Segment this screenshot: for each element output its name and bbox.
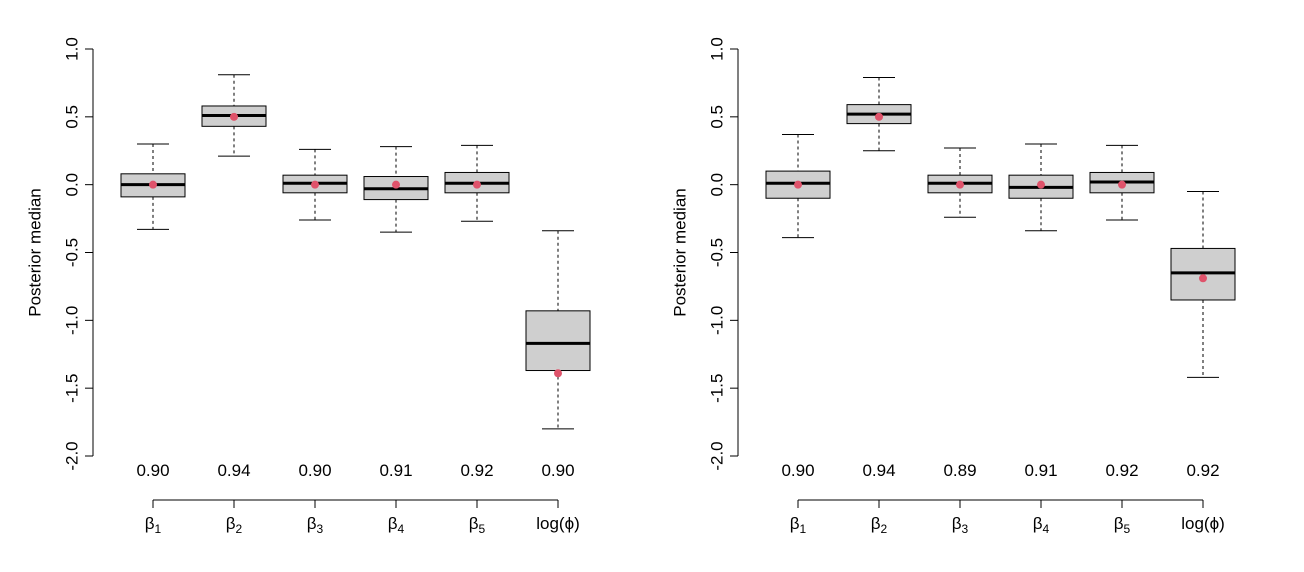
true-value-point [1118, 180, 1126, 189]
x-tick-label: log(ϕ) [536, 514, 580, 533]
x-tick-label: β4 [1033, 514, 1050, 536]
coverage-label: 0.90 [781, 461, 814, 480]
true-value-point [956, 180, 964, 189]
y-tick-label: -1.0 [62, 306, 81, 335]
y-tick-label: -2.0 [707, 441, 726, 470]
true-value-point [1037, 180, 1045, 189]
true-value-point [473, 180, 481, 189]
true-value-point [794, 180, 802, 189]
y-tick-label: 1.0 [707, 37, 726, 61]
coverage-label: 0.91 [379, 461, 412, 480]
coverage-label: 0.90 [298, 461, 331, 480]
true-value-point [311, 180, 319, 189]
true-value-point [875, 112, 883, 121]
x-tick-label: β5 [469, 514, 486, 536]
coverage-label: 0.90 [541, 461, 574, 480]
y-tick-label: 0.5 [62, 105, 81, 129]
x-tick-label: β1 [145, 514, 162, 536]
coverage-label: 0.92 [1186, 461, 1219, 480]
x-tick-label: β1 [790, 514, 807, 536]
x-tick-label: β3 [952, 514, 969, 536]
true-value-point [230, 112, 238, 121]
y-tick-label: -0.5 [62, 238, 81, 267]
coverage-label: 0.90 [136, 461, 169, 480]
y-axis-label: Posterior median [670, 188, 689, 317]
y-tick-label: -0.5 [707, 238, 726, 267]
coverage-label: 0.92 [1105, 461, 1138, 480]
true-value-point [554, 369, 562, 378]
true-value-point [149, 180, 157, 189]
coverage-label: 0.92 [460, 461, 493, 480]
y-tick-label: 0.5 [707, 105, 726, 129]
x-tick-label: β4 [388, 514, 405, 536]
y-tick-label: 0.0 [707, 173, 726, 197]
y-tick-label: -1.5 [62, 374, 81, 403]
y-tick-label: 1.0 [62, 37, 81, 61]
true-value-point [1199, 274, 1207, 283]
x-tick-label: log(ϕ) [1181, 514, 1225, 533]
boxplot-panel-2: -2.0 -1.5 -1.0 -0.5 0.0 0.5 1.0 Posterior media… [670, 37, 1236, 536]
x-tick-label: β2 [226, 514, 243, 536]
x-tick-label: β3 [307, 514, 324, 536]
x-tick-label: β2 [871, 514, 888, 536]
coverage-label: 0.94 [862, 461, 895, 480]
coverage-label: 0.94 [217, 461, 250, 480]
y-tick-label: -1.5 [707, 374, 726, 403]
coverage-label: 0.91 [1024, 461, 1057, 480]
boxplot-panel-1: -2.0 -1.5 -1.0 -0.5 0.0 0.5 1.0 Posterior media… [25, 37, 591, 536]
y-tick-label: 0.0 [62, 173, 81, 197]
y-tick-label: -2.0 [62, 441, 81, 470]
y-tick-label: -1.0 [707, 306, 726, 335]
coverage-label: 0.89 [943, 461, 976, 480]
y-axis-label: Posterior median [25, 188, 44, 317]
x-tick-label: β5 [1114, 514, 1131, 536]
true-value-point [392, 180, 400, 189]
box [525, 310, 591, 372]
